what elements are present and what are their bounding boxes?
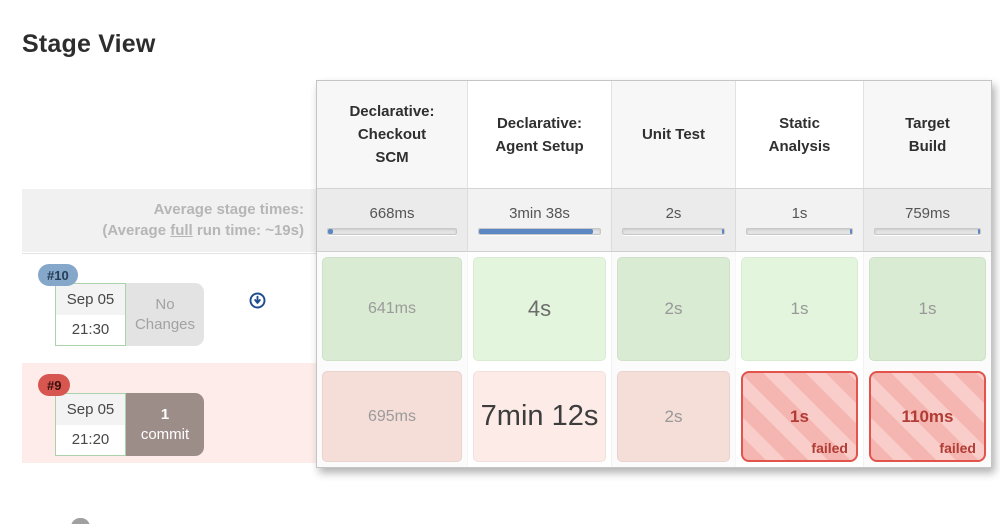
stage-cell-b9-target-build[interactable]: 110ms failed bbox=[869, 371, 986, 462]
avg-cell-target-build: 759ms bbox=[863, 188, 991, 252]
average-times-label-line2: (Average full run time: ~19s) bbox=[102, 222, 304, 239]
avg-time: 2s bbox=[665, 205, 682, 222]
avg-time: 668ms bbox=[369, 205, 415, 222]
full-runtime-abbr: full bbox=[170, 222, 193, 239]
stage-cell-b9-checkout-scm[interactable]: 695ms bbox=[322, 371, 462, 462]
avg-time: 759ms bbox=[904, 205, 951, 222]
build-10-time: 21:30 bbox=[56, 315, 125, 345]
build-10-date: Sep 05 bbox=[56, 284, 125, 315]
column-header-agent-setup: Declarative: Agent Setup bbox=[467, 81, 611, 188]
stage-cell-b10-static-analysis[interactable]: 1s bbox=[741, 257, 858, 361]
commit-word: commit bbox=[140, 425, 190, 443]
avg-duration-bar bbox=[622, 228, 725, 235]
build-9-date-card[interactable]: Sep 05 21:20 bbox=[55, 393, 126, 456]
table-cell: 1s failed bbox=[735, 366, 863, 467]
table-cell: 695ms bbox=[317, 366, 467, 467]
build-9-date: Sep 05 bbox=[56, 394, 125, 425]
stage-table: Declarative: Checkout SCM Declarative: A… bbox=[316, 80, 992, 468]
stage-cell-b10-checkout-scm[interactable]: 641ms bbox=[322, 257, 462, 361]
table-cell: 2s bbox=[611, 252, 735, 366]
table-cell: 1s bbox=[735, 252, 863, 366]
next-build-badge-partial bbox=[71, 518, 90, 524]
table-cell: 1s bbox=[863, 252, 991, 366]
build-10-date-card[interactable]: Sep 05 21:30 bbox=[55, 283, 126, 346]
avg-duration-bar bbox=[478, 228, 601, 235]
table-cell: 641ms bbox=[317, 252, 467, 366]
build-badge-9[interactable]: #9 bbox=[38, 374, 71, 396]
build-9-time: 21:20 bbox=[56, 425, 125, 455]
stage-cell-b10-target-build[interactable]: 1s bbox=[869, 257, 986, 361]
failed-tag: failed bbox=[939, 440, 976, 456]
commit-count: 1 bbox=[160, 405, 170, 423]
stage-cell-b10-agent-setup[interactable]: 4s bbox=[473, 257, 606, 361]
build-10-changes-box[interactable]: No Changes bbox=[126, 283, 204, 346]
table-cell: 4s bbox=[467, 252, 611, 366]
stage-cell-b10-unit-test[interactable]: 2s bbox=[617, 257, 730, 361]
stage-cell-b9-static-analysis[interactable]: 1s failed bbox=[741, 371, 858, 462]
failed-tag: failed bbox=[811, 440, 848, 456]
stage-duration: 110ms bbox=[901, 406, 954, 426]
download-artifacts-icon[interactable] bbox=[249, 292, 266, 309]
table-cell: 2s bbox=[611, 366, 735, 467]
table-cell: 110ms failed bbox=[863, 366, 991, 467]
column-header-static-analysis: Static Analysis bbox=[735, 81, 863, 188]
avg-duration-bar bbox=[746, 228, 853, 235]
column-header-target-build: Target Build bbox=[863, 81, 991, 188]
stage-cell-b9-agent-setup[interactable]: 7min 12s bbox=[473, 371, 606, 462]
build-badge-10[interactable]: #10 bbox=[38, 264, 78, 286]
average-times-label-line1: Average stage times: bbox=[153, 201, 304, 218]
column-header-unit-test: Unit Test bbox=[611, 81, 735, 188]
table-cell: 7min 12s bbox=[467, 366, 611, 467]
stage-duration: 1s bbox=[790, 406, 809, 426]
avg-time: 3min 38s bbox=[509, 205, 570, 222]
avg-cell-agent-setup: 3min 38s bbox=[467, 188, 611, 252]
avg-cell-static-analysis: 1s bbox=[735, 188, 863, 252]
avg-duration-bar bbox=[874, 228, 981, 235]
stage-cell-b9-unit-test[interactable]: 2s bbox=[617, 371, 730, 462]
avg-cell-checkout-scm: 668ms bbox=[317, 188, 467, 252]
column-header-checkout-scm: Declarative: Checkout SCM bbox=[317, 81, 467, 188]
avg-duration-bar bbox=[327, 228, 457, 235]
average-times-label: Average stage times: (Average full run t… bbox=[22, 189, 316, 252]
build-9-commit-box[interactable]: 1 commit bbox=[126, 393, 204, 456]
avg-time: 1s bbox=[791, 205, 808, 222]
page-title: Stage View bbox=[22, 30, 156, 58]
avg-cell-unit-test: 2s bbox=[611, 188, 735, 252]
